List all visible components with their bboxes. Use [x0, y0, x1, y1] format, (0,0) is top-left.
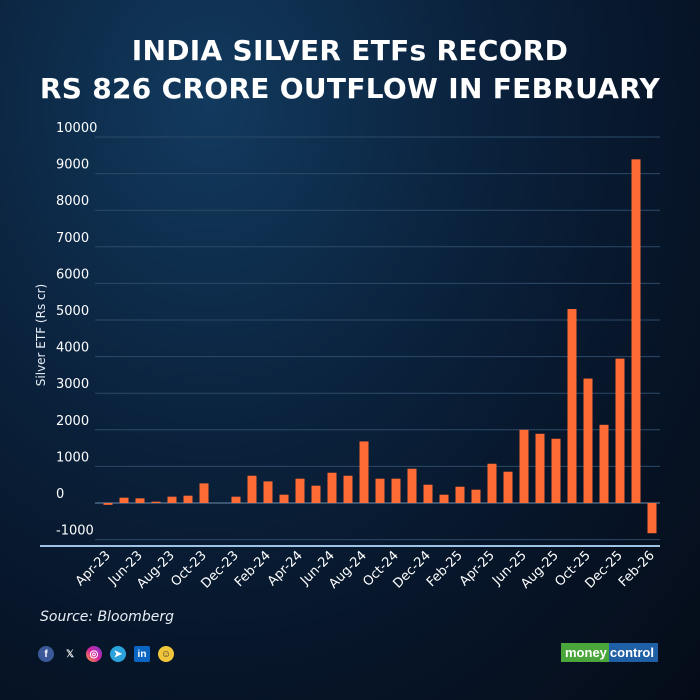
- bar-Apr-25: [487, 463, 497, 503]
- bar-Aug-23: [167, 496, 177, 503]
- bar-Jun-23: [135, 498, 145, 503]
- bar-Jun-25: [519, 429, 529, 503]
- y-tick-label: 10000: [56, 121, 97, 136]
- bar-Jan-24: [247, 475, 257, 503]
- y-tick-label: 6000: [56, 267, 89, 282]
- bar-Sep-24: [375, 478, 385, 503]
- telegram-icon[interactable]: ➤: [110, 646, 126, 662]
- bar-Oct-24: [391, 478, 401, 503]
- bar-Nov-24: [407, 468, 417, 503]
- y-tick-label: 2000: [56, 414, 89, 429]
- bar-Apr-23: [103, 503, 113, 505]
- chart-title: INDIA SILVER ETFs RECORD RS 826 CRORE OU…: [0, 32, 700, 108]
- bar-Jul-25: [535, 433, 545, 503]
- facebook-icon[interactable]: f: [38, 646, 54, 662]
- bar-Jul-23: [151, 501, 161, 503]
- bar-Nov-25: [599, 424, 609, 503]
- y-tick-label: 1000: [56, 450, 89, 465]
- bar-Jun-24: [327, 472, 337, 503]
- y-tick-label: 0: [56, 487, 64, 502]
- y-axis-label: Silver ETF (Rs cr): [34, 284, 48, 386]
- bar-Apr-24: [295, 478, 305, 503]
- bar-Jan-26: [631, 159, 641, 504]
- bar-Aug-24: [359, 441, 369, 503]
- x-tick-label: Apr-25: [457, 548, 498, 589]
- x-tick-label: Feb-26: [616, 548, 658, 590]
- instagram-icon[interactable]: ◎: [86, 646, 102, 662]
- bar-Oct-25: [583, 378, 593, 503]
- bar-Feb-26: [647, 503, 657, 534]
- bar-Dec-24: [423, 484, 433, 503]
- bar-Dec-25: [615, 358, 625, 503]
- bar-Jul-24: [343, 475, 353, 503]
- logo-part-control: control: [608, 643, 658, 662]
- y-tick-label: 5000: [56, 304, 89, 319]
- y-tick-label: 9000: [56, 158, 89, 173]
- bar-May-23: [119, 497, 129, 503]
- x-tick-label: Feb-24: [232, 548, 274, 590]
- bar-Sep-25: [567, 309, 577, 503]
- y-tick-label: -1000: [56, 524, 94, 539]
- logo-part-money: money: [561, 643, 609, 662]
- bar-May-25: [503, 471, 513, 503]
- bar-Sep-23: [183, 495, 193, 503]
- bar-Aug-25: [551, 438, 561, 503]
- title-line-1: INDIA SILVER ETFs RECORD: [131, 34, 569, 67]
- social-links: f 𝕏 ◎ ➤ in ☺: [38, 646, 174, 662]
- y-tick-label: 3000: [56, 377, 89, 392]
- x-tick-label: Apr-24: [265, 548, 306, 589]
- bar-May-24: [311, 485, 321, 503]
- snapchat-icon[interactable]: ☺: [158, 646, 174, 662]
- moneycontrol-logo: money control: [561, 643, 658, 662]
- y-tick-label: 4000: [56, 341, 89, 356]
- linkedin-icon[interactable]: in: [134, 646, 150, 662]
- title-line-2: RS 826 CRORE OUTFLOW IN FEBRUARY: [39, 72, 661, 105]
- bar-Mar-24: [279, 494, 289, 503]
- x-icon[interactable]: 𝕏: [65, 648, 75, 660]
- bar-Oct-23: [199, 483, 209, 503]
- bar-Feb-24: [263, 481, 273, 503]
- y-tick-label: 8000: [56, 194, 89, 209]
- x-tick-label: Apr-23: [73, 548, 114, 589]
- source-note: Source: Bloomberg: [40, 609, 174, 625]
- bar-Feb-25: [455, 486, 465, 503]
- bar-Jan-25: [439, 494, 449, 503]
- bar-Mar-25: [471, 489, 481, 503]
- x-tick-label: Feb-25: [424, 548, 466, 590]
- y-tick-label: 7000: [56, 231, 89, 246]
- bar-Dec-23: [231, 496, 241, 503]
